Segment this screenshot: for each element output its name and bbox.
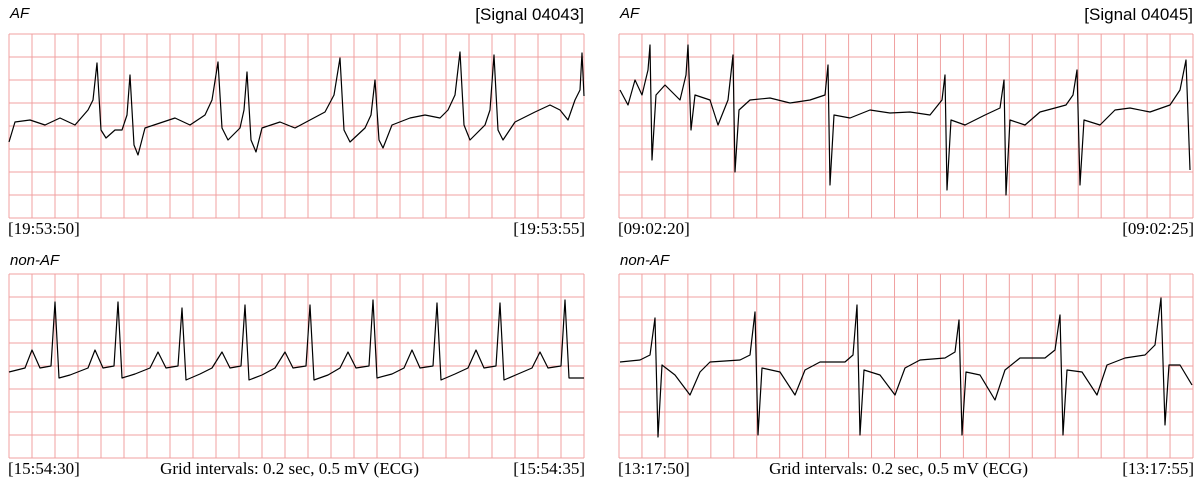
ecg-trace	[619, 44, 1191, 196]
end-time: [15:54:35]	[513, 459, 585, 478]
end-time: [19:53:55]	[513, 219, 585, 238]
signal-id: [Signal 04045]	[1084, 5, 1193, 24]
signal-id: [Signal 04043]	[475, 5, 584, 24]
end-time: [13:17:55]	[1122, 459, 1194, 478]
end-time: [09:02:25]	[1122, 219, 1194, 238]
grid-note: Grid intervals: 0.2 sec, 0.5 mV (ECG)	[160, 459, 419, 478]
start-time: [13:17:50]	[618, 459, 690, 478]
ecg-trace	[8, 51, 585, 156]
grids	[8, 33, 1194, 459]
start-time: [09:02:20]	[618, 219, 690, 238]
start-time: [19:53:50]	[8, 219, 80, 238]
start-time: [15:54:30]	[8, 459, 80, 478]
grid-note: Grid intervals: 0.2 sec, 0.5 mV (ECG)	[769, 459, 1028, 478]
panel-label: non-AF	[10, 252, 60, 269]
ecg-trace	[619, 297, 1193, 438]
panel-label: AF	[619, 5, 640, 22]
ecg-trace	[8, 299, 584, 381]
panel-label: non-AF	[620, 252, 670, 269]
panel-label: AF	[9, 5, 30, 22]
